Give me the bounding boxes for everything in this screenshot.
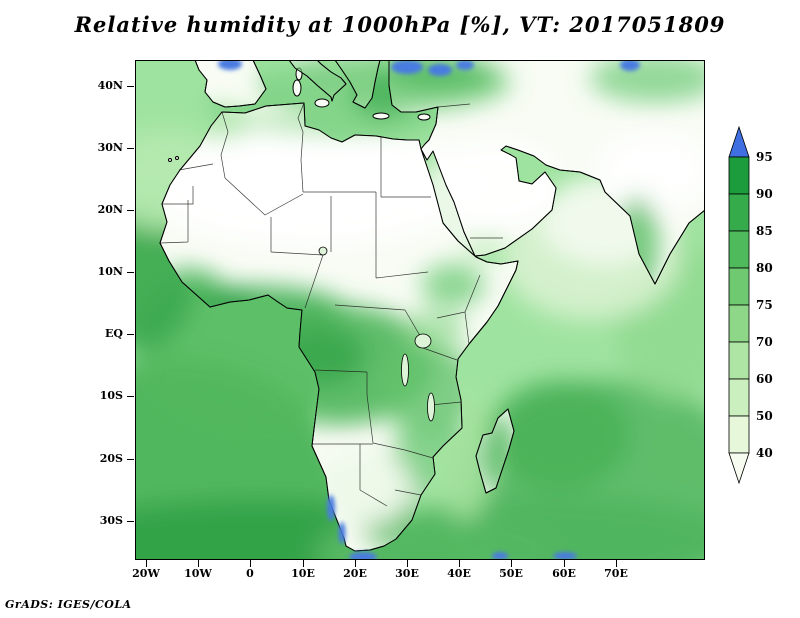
y-tick-mark	[127, 210, 134, 211]
cyprus-island	[417, 113, 431, 121]
colorbar-arrow-bottom	[728, 452, 750, 485]
colorbar-segment	[728, 304, 750, 343]
y-tick-mark	[127, 396, 134, 397]
x-tick-mark	[407, 560, 408, 567]
lake-chad	[318, 246, 328, 256]
colorbar-segment	[728, 267, 750, 306]
colorbar-label: 95	[756, 150, 773, 164]
colorbar-label: 70	[756, 335, 773, 349]
x-tick-mark	[511, 560, 512, 567]
y-tick-label: 40N	[97, 79, 123, 92]
lakes	[318, 246, 435, 422]
x-tick-label: 50E	[499, 567, 523, 580]
lake-victoria	[414, 333, 432, 349]
y-tick-mark	[127, 521, 134, 522]
colorbar-segment	[728, 415, 750, 454]
colorbar	[728, 125, 750, 490]
x-tick-label: 20E	[343, 567, 367, 580]
y-tick-label: 10S	[99, 389, 123, 402]
x-tick-mark	[564, 560, 565, 567]
x-tick-label: 60E	[552, 567, 576, 580]
colorbar-label: 60	[756, 372, 773, 386]
lake-tanganyika	[401, 353, 409, 387]
x-tick-label: 40E	[447, 567, 471, 580]
chart-title: Relative humidity at 1000hPa [%], VT: 20…	[74, 12, 726, 37]
x-tick-mark	[616, 560, 617, 567]
colorbar-label: 75	[756, 298, 773, 312]
colorbar-label: 50	[756, 409, 773, 423]
lake-malawi	[427, 392, 435, 422]
x-tick-mark	[250, 560, 251, 567]
country-borders	[159, 102, 503, 507]
x-tick-label: 70E	[604, 567, 628, 580]
y-tick-label: 30S	[99, 514, 123, 527]
x-tick-mark	[198, 560, 199, 567]
grads-credit: GrADS: IGES/COLA	[5, 598, 132, 611]
sardinia-island	[292, 79, 302, 97]
map-plot-area	[135, 60, 705, 560]
y-tick-label: 30N	[97, 141, 123, 154]
canary-island	[175, 156, 179, 160]
sicily-island	[314, 98, 330, 108]
colorbar-label: 90	[756, 187, 773, 201]
colorbar-segment	[728, 193, 750, 232]
x-tick-label: 20W	[132, 567, 160, 580]
y-tick-label: EQ	[105, 327, 123, 340]
colorbar-segment	[728, 156, 750, 195]
crete-island	[372, 112, 390, 120]
colorbar-segment	[728, 341, 750, 380]
colorbar-label: 40	[756, 446, 773, 460]
x-tick-label: 10E	[291, 567, 315, 580]
y-tick-label: 20S	[99, 452, 123, 465]
x-tick-label: 30E	[395, 567, 419, 580]
colorbar-label: 85	[756, 224, 773, 238]
y-tick-mark	[127, 148, 134, 149]
x-tick-mark	[146, 560, 147, 567]
very-humid-patches	[218, 60, 640, 560]
x-tick-label: 10W	[184, 567, 212, 580]
plot-frame	[135, 60, 705, 560]
colorbar-arrow-top	[728, 125, 750, 158]
humidity-map-svg	[135, 60, 705, 560]
colorbar-segment	[728, 230, 750, 269]
colorbar-segment	[728, 378, 750, 417]
y-tick-mark	[127, 272, 134, 273]
y-tick-mark	[127, 334, 134, 335]
x-tick-label: 0	[246, 567, 254, 580]
x-tick-mark	[303, 560, 304, 567]
y-tick-mark	[127, 86, 134, 87]
y-tick-label: 20N	[97, 203, 123, 216]
y-tick-mark	[127, 459, 134, 460]
landmasses	[159, 60, 705, 552]
y-tick-label: 10N	[97, 265, 123, 278]
x-tick-mark	[355, 560, 356, 567]
canary-island	[168, 158, 172, 162]
colorbar-label: 80	[756, 261, 773, 275]
x-tick-mark	[459, 560, 460, 567]
